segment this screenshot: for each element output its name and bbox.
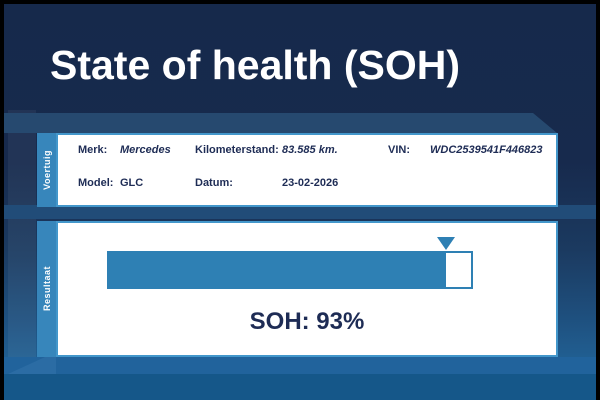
datum-value: 23-02-2026 <box>282 177 339 189</box>
vehicle-panel: Merk: Mercedes Kilometerstand: 83.585 km… <box>56 133 558 207</box>
result-panel: SOH: 93% <box>56 221 558 357</box>
result-section-tab: Resultaat <box>37 221 56 357</box>
vehicle-section-tab: Voertuig <box>37 133 56 207</box>
soh-bar-fill <box>109 253 446 287</box>
kilometerstand-value: 83.585 km. <box>282 144 338 156</box>
result-tab-label: Resultaat <box>41 266 52 312</box>
model-label: Model: <box>78 177 114 189</box>
soh-marker-icon <box>436 237 455 250</box>
left-shade-band <box>8 110 36 374</box>
mid-band <box>4 205 596 219</box>
page-title: State of health (SOH) <box>50 42 461 88</box>
model-value: GLC <box>120 177 144 189</box>
vin-label: VIN: <box>388 144 410 156</box>
merk-label: Merk: <box>78 144 108 156</box>
soh-progress-bar <box>107 237 473 289</box>
bottom-band <box>4 374 596 400</box>
merk-value: Mercedes <box>120 144 171 156</box>
kilometerstand-label: Kilometerstand: <box>195 144 279 156</box>
lower-band <box>4 357 596 374</box>
ribbon-band <box>4 113 557 133</box>
soh-value-text: SOH: 93% <box>249 308 365 335</box>
vin-value: WDC2539541F446823 <box>430 144 543 156</box>
vehicle-tab-label: Voertuig <box>41 150 52 190</box>
datum-label: Datum: <box>195 177 233 189</box>
